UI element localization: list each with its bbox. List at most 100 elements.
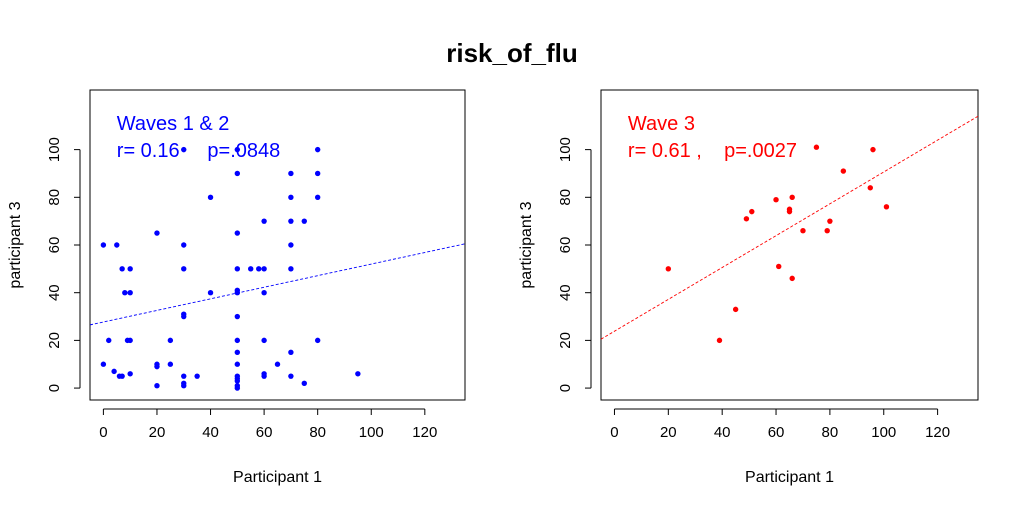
data-point <box>234 230 241 236</box>
panel-right: 0 20 40 60 80 100 120 0 20 40 60 80 100 Participant 1… <box>518 89 979 486</box>
y-tick-label: 40 <box>557 284 574 301</box>
data-point <box>288 170 294 177</box>
data-point <box>786 206 793 212</box>
data-point <box>261 337 267 344</box>
panel-annotation-line: Wave 3 <box>628 113 695 135</box>
regression-line <box>90 243 465 326</box>
y-axis-label: participant 3 <box>518 201 535 288</box>
data-point <box>234 349 241 356</box>
data-point <box>314 337 321 344</box>
data-point <box>743 216 750 222</box>
data-point <box>800 227 806 234</box>
data-point <box>288 242 294 248</box>
data-point <box>127 371 133 377</box>
data-point <box>749 208 755 215</box>
data-point <box>100 361 107 367</box>
data-point <box>827 218 833 224</box>
x-axis-label: Participant 1 <box>745 469 834 486</box>
data-point <box>114 242 120 248</box>
data-point <box>261 289 267 296</box>
data-point <box>100 242 107 248</box>
data-point <box>789 194 795 201</box>
data-point <box>234 266 241 272</box>
data-point <box>773 196 779 203</box>
data-point <box>870 146 876 153</box>
data-point <box>288 194 294 201</box>
data-point <box>127 289 133 296</box>
x-tick-label: 0 <box>99 424 107 441</box>
x-tick-label: 0 <box>610 424 618 441</box>
data-point <box>234 337 241 344</box>
data-point <box>288 266 294 272</box>
x-tick-label: 20 <box>149 424 166 441</box>
y-tick-label: 20 <box>46 332 63 349</box>
y-tick-label: 60 <box>557 237 574 254</box>
panel-annotation-line: Waves 1 & 2 <box>117 113 230 135</box>
data-point <box>234 385 241 391</box>
y-axis-label: participant 3 <box>7 201 24 288</box>
panel-left: 0 20 40 60 80 100 120 0 20 40 60 80 100 Participant 1… <box>7 89 466 486</box>
x-tick-label: 100 <box>871 424 896 441</box>
y-tick-label: 40 <box>46 284 63 301</box>
y-tick-label: 0 <box>557 384 574 392</box>
data-point <box>840 168 847 174</box>
data-point <box>207 194 214 201</box>
data-point <box>732 306 739 313</box>
x-tick-label: 100 <box>359 424 384 441</box>
data-point <box>181 146 187 153</box>
data-point <box>234 146 241 153</box>
data-point <box>274 361 281 367</box>
y-tick-label: 100 <box>46 137 63 162</box>
plot-frame <box>89 89 466 401</box>
data-point <box>167 337 174 344</box>
y-tick-label: 20 <box>557 332 574 349</box>
data-point <box>256 266 262 272</box>
y-tick-label: 60 <box>46 237 63 254</box>
x-tick-label: 60 <box>256 424 273 441</box>
x-tick-label: 60 <box>768 424 785 441</box>
data-point <box>119 373 125 379</box>
data-point <box>314 170 321 177</box>
x-tick-label: 20 <box>660 424 677 441</box>
data-point <box>261 371 267 377</box>
data-point <box>314 146 321 153</box>
data-point <box>234 361 241 367</box>
data-point <box>234 378 241 384</box>
x-tick-label: 120 <box>925 424 950 441</box>
x-tick-label: 80 <box>822 424 839 441</box>
data-point <box>234 170 241 177</box>
y-tick-label: 80 <box>557 189 574 206</box>
regression-line <box>601 115 978 340</box>
y-tick-label: 100 <box>557 137 574 162</box>
data-point <box>867 185 873 191</box>
data-point <box>154 363 160 370</box>
data-point <box>813 144 820 150</box>
data-point <box>127 337 133 344</box>
data-point <box>234 313 241 320</box>
data-point <box>181 373 187 379</box>
data-point <box>288 373 294 379</box>
data-point <box>883 204 890 210</box>
data-point <box>127 266 133 272</box>
panel-annotation-line: r= 0.16 p=.0848 <box>117 140 280 162</box>
data-point <box>234 287 241 294</box>
x-tick-label: 40 <box>202 424 219 441</box>
plot-frame <box>600 89 979 401</box>
y-tick-label: 0 <box>46 384 63 392</box>
data-point <box>355 371 361 377</box>
data-point <box>106 337 112 344</box>
data-point <box>716 337 723 344</box>
data-point <box>248 266 254 272</box>
data-point <box>167 361 174 367</box>
data-point <box>207 289 214 296</box>
x-tick-label: 80 <box>309 424 326 441</box>
data-point <box>181 242 187 248</box>
data-point <box>288 349 294 356</box>
data-point <box>261 266 267 272</box>
data-point <box>301 218 307 224</box>
data-point <box>111 368 117 375</box>
data-point <box>181 382 187 389</box>
data-point <box>288 218 294 224</box>
